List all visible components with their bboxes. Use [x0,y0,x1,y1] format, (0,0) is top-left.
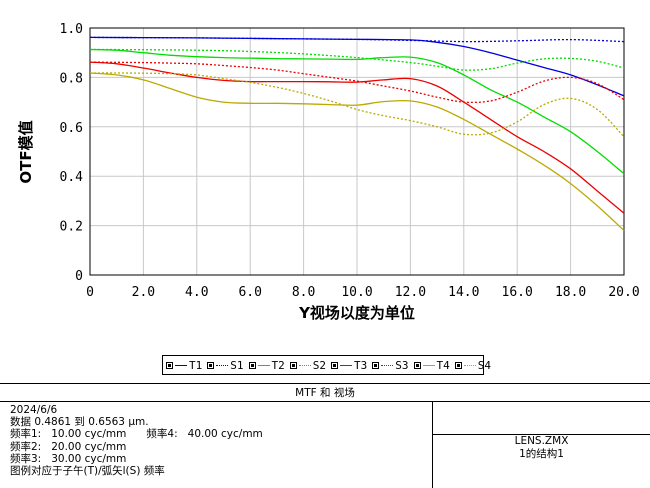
y-tick-label: 0.4 [60,170,84,185]
series-line-t1 [89,36,625,97]
info-line: 频率3: 30.00 cyc/mm [10,452,127,465]
info-line: 图例对应于子午(T)/弧矢l(S) 频率 [10,465,165,478]
chart-legend: T1 S1 T2 S2 T3 S3 T4 S4 [162,355,491,375]
series-line-t2 [89,48,625,175]
legend-item-t4: T4 [413,358,450,372]
legend-line-swatch [422,364,435,366]
legend-label: S1 [230,358,244,372]
legend-label: T4 [436,358,450,372]
x-tick-label: 4.0 [185,285,208,300]
x-tick-label: 10.0 [341,285,372,300]
mtf-chart: 0 2.0 4.0 6.0 8.0 10.0 12.0 14.0 16.0 18.0 20.0 0 0.… [17,22,640,322]
legend-marker-icon [248,361,256,369]
series-line-s3 [89,61,625,104]
legend-marker-icon [454,361,462,369]
info-divider-horizontal [432,434,650,435]
legend-line-swatch [216,364,229,366]
y-tick-label: 1.0 [60,22,83,37]
legend-marker-icon [207,361,215,369]
legend-label: T2 [271,358,285,372]
y-tick-label: 0.8 [60,71,83,86]
x-tick-label: 8.0 [292,285,315,300]
tick-labels: 0 2.0 4.0 6.0 8.0 10.0 12.0 14.0 16.0 18.0 20.0 0 0.… [60,22,640,300]
x-tick-label: 12.0 [395,285,426,300]
series-lines [89,36,625,231]
info-divider-vertical [432,402,433,488]
series-line-t4 [89,72,625,231]
series-line-t3 [89,61,625,214]
x-tick-label: 18.0 [555,285,586,300]
info-line: 频率1: 10.00 cyc/mm 频率4: 40.00 cyc/mm [10,428,263,441]
legend-item-t1: T1 [166,359,202,372]
legend-marker-icon [331,361,338,369]
legend-line-swatch [257,364,270,366]
info-panel: MTF 和 视场 2024/6/6 数据 0.4861 到 0.6563 µm.… [0,383,650,488]
y-tick-label: 0.2 [60,220,83,235]
info-file-name: LENS.ZMX [514,435,569,447]
legend-label: S3 [395,358,409,372]
legend-line-swatch [340,364,352,366]
legend-line-swatch [381,364,394,366]
y-tick-label: 0.6 [60,121,83,136]
legend-item-s3: S3 [372,358,409,372]
legend-item-s1: S1 [207,358,244,372]
legend-line-swatch [463,364,476,366]
legend-marker-icon [166,361,173,369]
info-line: 频率2: 20.00 cyc/mm [10,440,127,453]
x-axis-title: Y视场以度为单位 [298,304,415,322]
x-tick-label: 16.0 [502,285,533,300]
plot-area-border [89,27,625,276]
legend-marker-icon [289,361,297,369]
x-tick-label: 6.0 [238,285,261,300]
info-file-block: LENS.ZMX 1的结构1 [433,435,650,460]
legend-marker-icon [372,361,380,369]
legend-item-s2: S2 [289,358,326,372]
y-axis-title: OTF模值 [17,120,35,183]
legend-item-t2: T2 [248,358,285,372]
legend-label: T3 [354,358,368,372]
legend-item-t3: T3 [331,359,367,372]
x-tick-label: 20.0 [608,285,639,300]
x-tick-label: 2.0 [132,285,155,300]
legend-line-swatch [298,364,311,366]
info-details: 2024/6/6 数据 0.4861 到 0.6563 µm. 频率1: 10.… [10,404,263,477]
legend-item-s4: S4 [454,358,491,372]
x-tick-label: 0 [86,285,94,300]
x-tick-label: 14.0 [448,285,479,300]
info-line: 数据 0.4861 到 0.6563 µm. [10,416,149,429]
y-tick-label: 0 [75,269,83,284]
info-date: 2024/6/6 [10,404,58,416]
legend-label: S2 [312,358,326,372]
info-title: MTF 和 视场 [0,384,650,402]
info-config: 1的结构1 [519,447,564,460]
legend-label: T1 [189,358,203,372]
legend-line-swatch [175,364,187,366]
legend-marker-icon [413,361,421,369]
legend-label: S4 [477,358,491,372]
